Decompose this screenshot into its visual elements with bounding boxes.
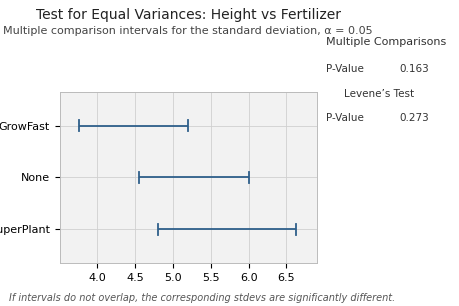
Text: Multiple Comparisons: Multiple Comparisons xyxy=(326,37,446,47)
Text: 0.273: 0.273 xyxy=(399,113,429,123)
Text: Multiple comparison intervals for the standard deviation, α = 0.05: Multiple comparison intervals for the st… xyxy=(3,26,373,36)
Text: If intervals do not overlap, the corresponding stdevs are significantly differen: If intervals do not overlap, the corresp… xyxy=(9,293,396,303)
Text: Levene’s Test: Levene’s Test xyxy=(344,89,414,99)
Text: P-Value: P-Value xyxy=(326,64,364,74)
Text: 0.163: 0.163 xyxy=(399,64,429,74)
Text: Test for Equal Variances: Height vs Fertilizer: Test for Equal Variances: Height vs Fert… xyxy=(36,8,341,22)
Text: P-Value: P-Value xyxy=(326,113,364,123)
